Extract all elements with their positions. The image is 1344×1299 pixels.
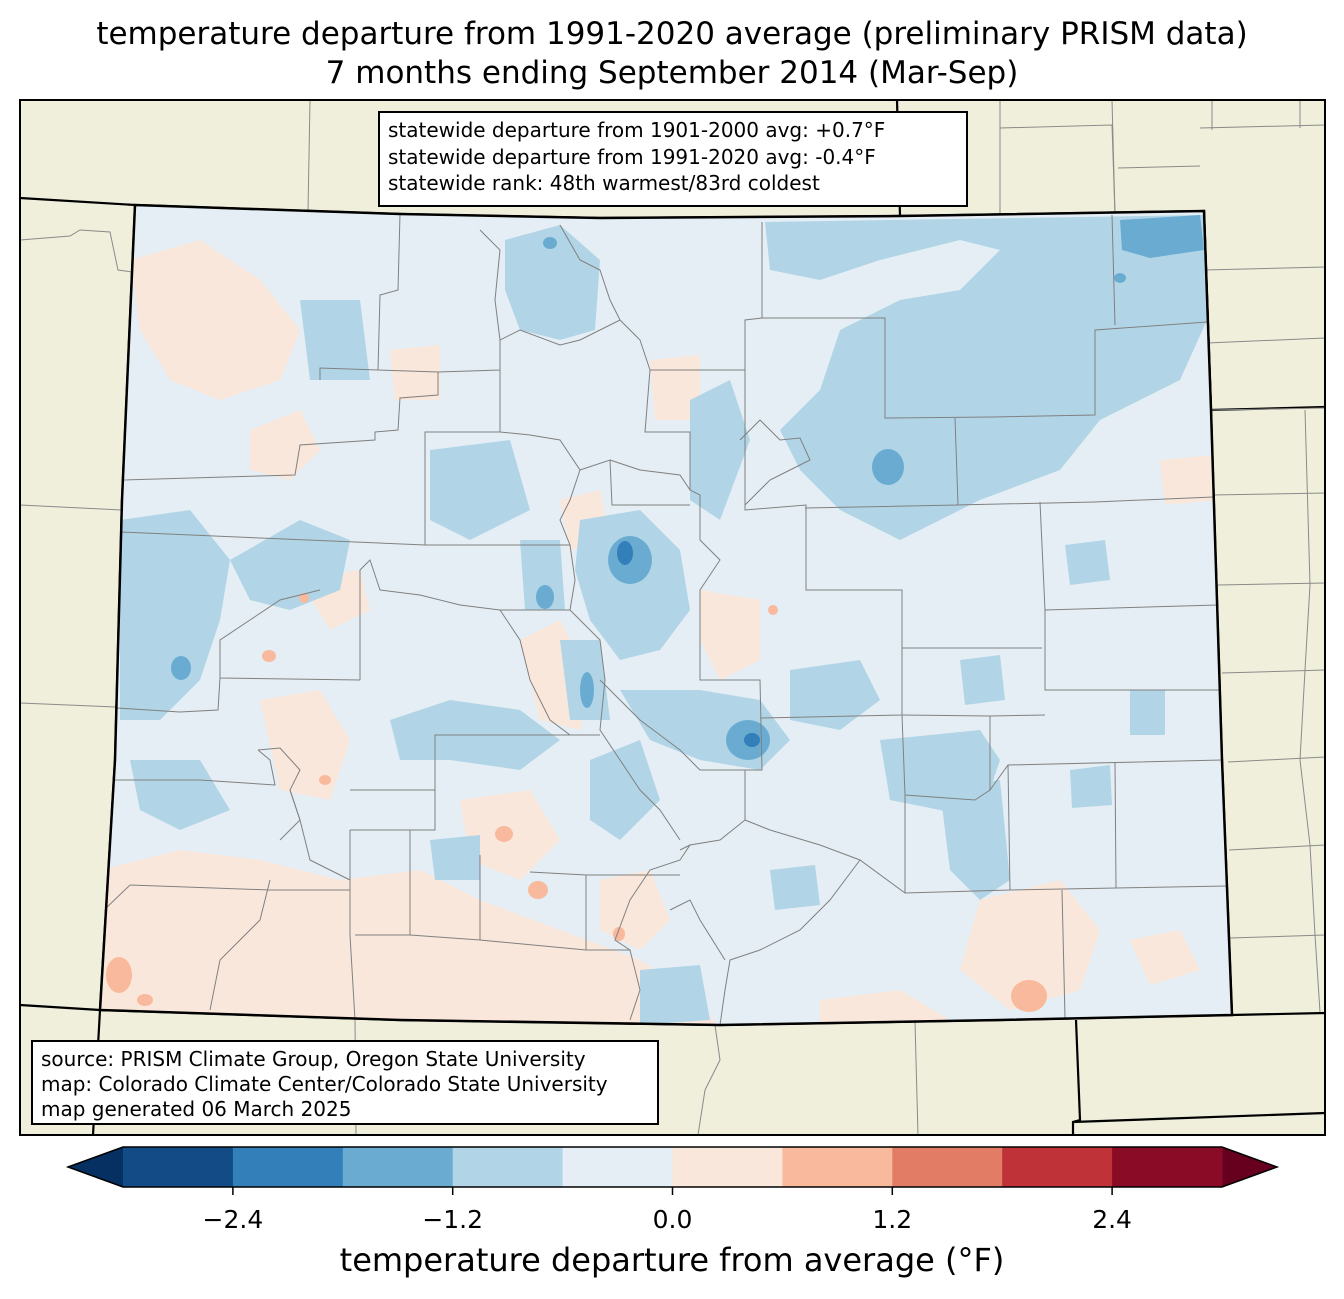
colorbar-swatch [452, 1147, 564, 1187]
colorbar-swatch [672, 1147, 783, 1187]
map-title-line2: 7 months ending September 2014 (Mar-Sep) [325, 55, 1019, 91]
colorbar-tick-label: −1.2 [422, 1205, 484, 1234]
stats-rank: statewide rank: 48th warmest/83rd coldes… [388, 171, 820, 195]
colorbar-tick-label: 2.4 [1092, 1205, 1132, 1234]
colorbar-swatch [782, 1147, 893, 1187]
colorbar-swatch [1002, 1147, 1113, 1187]
stats-departure-1901-2000: statewide departure from 1901-2000 avg: … [388, 118, 886, 142]
source-box: source: PRISM Climate Group, Oregon Stat… [31, 1040, 659, 1125]
colorbar-swatch [562, 1147, 673, 1187]
map-title-line1: temperature departure from 1991-2020 ave… [96, 16, 1248, 52]
colorbar-swatch [123, 1147, 234, 1187]
map-frame [19, 99, 1326, 1136]
colorbar-tick-label: 0.0 [652, 1205, 693, 1234]
colorbar-label: temperature departure from average (°F) [339, 1241, 1005, 1279]
source-generated-date: map generated 06 March 2025 [41, 1097, 352, 1121]
statewide-stats-box: statewide departure from 1901-2000 avg: … [378, 111, 968, 207]
colorbar-swatch [232, 1147, 344, 1187]
colorado-departure-field [100, 205, 1232, 1025]
colorbar-extend-low [68, 1147, 123, 1187]
colorbar-tick-label: 1.2 [872, 1205, 913, 1234]
colorbar [65, 1146, 1280, 1195]
colorbar-tick-label: −2.4 [202, 1205, 264, 1234]
colorado-border [98, 203, 1234, 1027]
source-prism: source: PRISM Climate Group, Oregon Stat… [41, 1047, 586, 1071]
colorbar-extend-high [1222, 1147, 1277, 1187]
colorbar-swatch [1112, 1147, 1223, 1187]
stats-departure-1991-2020: statewide departure from 1991-2020 avg: … [388, 144, 876, 169]
colorbar-swatch [342, 1147, 454, 1187]
colorbar-swatch [892, 1147, 1003, 1187]
source-map-credit: map: Colorado Climate Center/Colorado St… [41, 1072, 608, 1096]
